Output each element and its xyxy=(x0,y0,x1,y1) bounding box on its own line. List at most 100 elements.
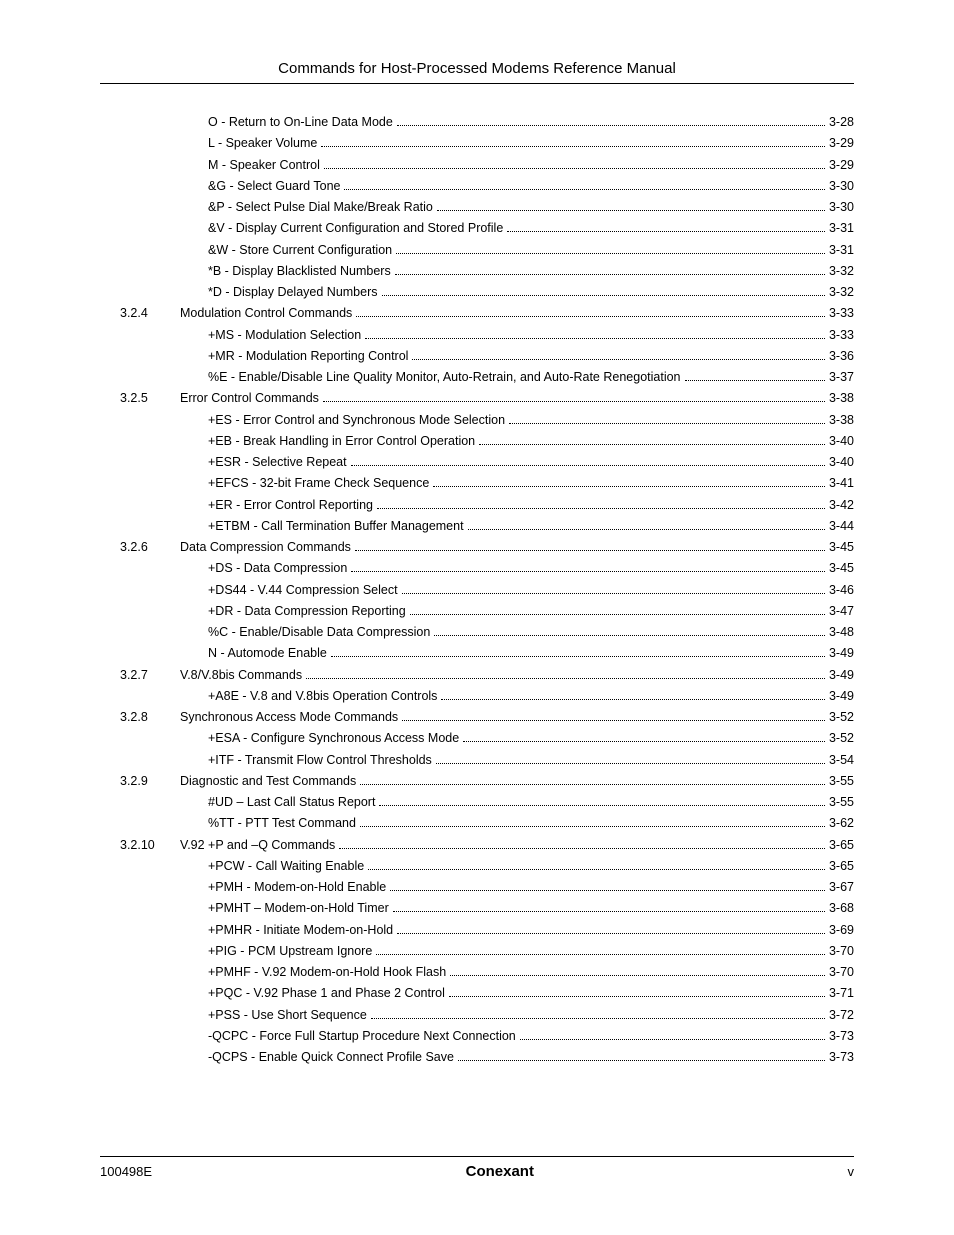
toc-entry: O - Return to On-Line Data Mode3-28 xyxy=(180,112,854,133)
toc-leader xyxy=(306,668,825,679)
toc-entry-page: 3-70 xyxy=(829,962,854,983)
toc-entry: 3.2.10V.92 +P and –Q Commands3-65 xyxy=(180,835,854,856)
toc-leader xyxy=(323,391,825,402)
toc-entry-page: 3-29 xyxy=(829,133,854,154)
toc-entry-page: 3-72 xyxy=(829,1005,854,1026)
toc-entry-label: Error Control Commands xyxy=(180,388,319,409)
toc-entry-page: 3-70 xyxy=(829,941,854,962)
toc-entry-page: 3-38 xyxy=(829,410,854,431)
toc-entry-page: 3-48 xyxy=(829,622,854,643)
toc-entry-label: +DS - Data Compression xyxy=(208,558,347,579)
toc-entry: +PQC - V.92 Phase 1 and Phase 2 Control3… xyxy=(180,983,854,1004)
toc-entry: 3.2.8Synchronous Access Mode Commands3-5… xyxy=(180,707,854,728)
toc-entry-page: 3-73 xyxy=(829,1047,854,1068)
toc-leader xyxy=(458,1050,825,1061)
toc-entry-label: %E - Enable/Disable Line Quality Monitor… xyxy=(208,367,681,388)
toc-entry-page: 3-46 xyxy=(829,580,854,601)
toc-entry: +ESA - Configure Synchronous Access Mode… xyxy=(180,728,854,749)
toc-section-number: 3.2.5 xyxy=(120,388,175,409)
toc-leader xyxy=(402,710,825,721)
toc-entry-page: 3-67 xyxy=(829,877,854,898)
toc-entry: +PCW - Call Waiting Enable3-65 xyxy=(180,856,854,877)
toc-entry-page: 3-69 xyxy=(829,920,854,941)
toc-entry: +ESR - Selective Repeat 3-40 xyxy=(180,452,854,473)
toc-entry-label: +A8E - V.8 and V.8bis Operation Controls xyxy=(208,686,437,707)
toc-section-number: 3.2.8 xyxy=(120,707,175,728)
toc-entry-page: 3-73 xyxy=(829,1026,854,1047)
toc-entry-page: 3-36 xyxy=(829,346,854,367)
toc-entry-label: +DS44 - V.44 Compression Select xyxy=(208,580,398,601)
page-footer: 100498E Conexant v xyxy=(100,1156,854,1180)
toc-leader xyxy=(507,221,825,232)
toc-entry: N - Automode Enable 3-49 xyxy=(180,643,854,664)
toc-entry: -QCPC - Force Full Startup Procedure Nex… xyxy=(180,1026,854,1047)
toc-entry-label: +PMHR - Initiate Modem-on-Hold xyxy=(208,920,393,941)
toc-entry-page: 3-49 xyxy=(829,643,854,664)
toc-entry-label: +PQC - V.92 Phase 1 and Phase 2 Control xyxy=(208,983,445,1004)
toc-entry-page: 3-65 xyxy=(829,835,854,856)
toc-entry: *D - Display Delayed Numbers3-32 xyxy=(180,282,854,303)
footer-right: v xyxy=(848,1164,855,1179)
toc-section-number: 3.2.10 xyxy=(120,835,175,856)
toc-entry-page: 3-62 xyxy=(829,813,854,834)
toc-entry-label: +ESR - Selective Repeat xyxy=(208,452,347,473)
toc-leader xyxy=(339,838,825,849)
toc-leader xyxy=(344,179,824,190)
toc-leader xyxy=(356,306,825,317)
toc-entry-page: 3-30 xyxy=(829,197,854,218)
toc-entry-label: +DR - Data Compression Reporting xyxy=(208,601,406,622)
table-of-contents: O - Return to On-Line Data Mode3-28L - S… xyxy=(180,112,854,1068)
toc-entry-page: 3-40 xyxy=(829,452,854,473)
toc-leader xyxy=(520,1029,825,1040)
toc-entry-label: &V - Display Current Configuration and S… xyxy=(208,218,503,239)
header-rule xyxy=(100,83,854,84)
toc-leader xyxy=(450,965,825,976)
toc-entry-label: +EB - Break Handling in Error Control Op… xyxy=(208,431,475,452)
toc-leader xyxy=(331,646,825,657)
toc-entry: +DS44 - V.44 Compression Select 3-46 xyxy=(180,580,854,601)
toc-entry-label: +EFCS - 32-bit Frame Check Sequence xyxy=(208,473,429,494)
toc-entry-label: &G - Select Guard Tone xyxy=(208,176,340,197)
toc-entry-page: 3-32 xyxy=(829,282,854,303)
toc-entry-page: 3-30 xyxy=(829,176,854,197)
toc-entry-page: 3-54 xyxy=(829,750,854,771)
toc-entry: +PSS - Use Short Sequence 3-72 xyxy=(180,1005,854,1026)
toc-leader xyxy=(402,583,825,594)
toc-entry-page: 3-47 xyxy=(829,601,854,622)
toc-entry: +ER - Error Control Reporting3-42 xyxy=(180,495,854,516)
toc-leader xyxy=(479,434,825,445)
toc-entry: &V - Display Current Configuration and S… xyxy=(180,218,854,239)
toc-entry: 3.2.5Error Control Commands3-38 xyxy=(180,388,854,409)
toc-entry-page: 3-33 xyxy=(829,303,854,324)
toc-entry-label: +ETBM - Call Termination Buffer Manageme… xyxy=(208,516,464,537)
toc-leader xyxy=(397,923,825,934)
toc-entry: +EFCS - 32-bit Frame Check Sequence3-41 xyxy=(180,473,854,494)
toc-entry: +PMHT – Modem-on-Hold Timer3-68 xyxy=(180,898,854,919)
toc-entry-label: N - Automode Enable xyxy=(208,643,327,664)
toc-leader xyxy=(436,753,825,764)
footer-rule xyxy=(100,1156,854,1157)
toc-entry: *B - Display Blacklisted Numbers3-32 xyxy=(180,261,854,282)
toc-leader xyxy=(355,540,825,551)
toc-entry-page: 3-38 xyxy=(829,388,854,409)
toc-entry-page: 3-52 xyxy=(829,707,854,728)
toc-entry: %C - Enable/Disable Data Compression 3-48 xyxy=(180,622,854,643)
toc-entry: 3.2.9Diagnostic and Test Commands3-55 xyxy=(180,771,854,792)
toc-entry: +PMHF - V.92 Modem-on-Hold Hook Flash3-7… xyxy=(180,962,854,983)
toc-leader xyxy=(379,795,825,806)
toc-entry: L - Speaker Volume3-29 xyxy=(180,133,854,154)
toc-entry: #UD – Last Call Status Report3-55 xyxy=(180,792,854,813)
toc-entry: +DS - Data Compression3-45 xyxy=(180,558,854,579)
toc-section-number: 3.2.9 xyxy=(120,771,175,792)
toc-leader xyxy=(509,413,825,424)
toc-entry-label: V.8/V.8bis Commands xyxy=(180,665,302,686)
toc-entry-label: %C - Enable/Disable Data Compression xyxy=(208,622,430,643)
toc-entry-label: Synchronous Access Mode Commands xyxy=(180,707,398,728)
toc-entry-page: 3-31 xyxy=(829,240,854,261)
toc-entry-label: +PSS - Use Short Sequence xyxy=(208,1005,367,1026)
toc-leader xyxy=(351,455,825,466)
toc-leader xyxy=(410,604,825,615)
toc-entry-page: 3-42 xyxy=(829,495,854,516)
toc-leader xyxy=(463,731,825,742)
toc-entry-label: &W - Store Current Configuration xyxy=(208,240,392,261)
